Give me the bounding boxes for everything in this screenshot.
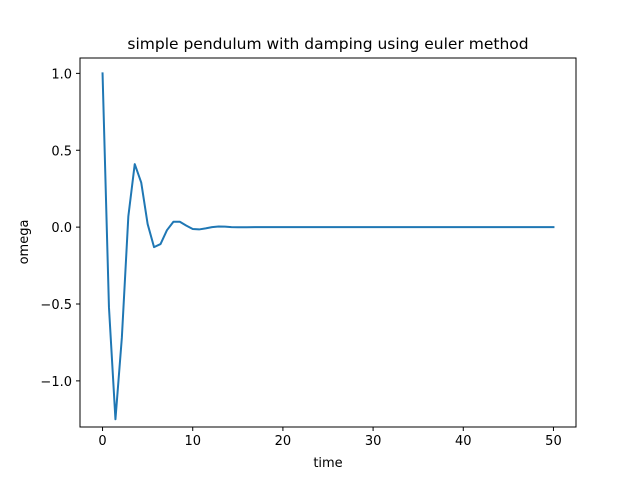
y-tick-label: −0.5 — [40, 298, 72, 313]
x-tick-label: 10 — [184, 434, 201, 449]
x-tick-label: 30 — [365, 434, 382, 449]
y-tick-label: −1.0 — [40, 375, 72, 390]
x-axis-ticks: 0 10 20 30 40 50 — [98, 427, 562, 449]
x-axis-label: time — [313, 456, 342, 471]
x-tick-label: 40 — [455, 434, 472, 449]
chart-title: simple pendulum with damping using euler… — [127, 35, 528, 53]
series-line — [101, 72, 555, 421]
y-tick-label: 0.0 — [51, 221, 72, 236]
y-tick-label: 0.5 — [51, 144, 72, 159]
y-axis-ticks: −1.0 −0.5 0.0 0.5 1.0 — [40, 67, 80, 390]
x-tick-label: 50 — [545, 434, 562, 449]
x-tick-label: 0 — [98, 434, 106, 449]
x-tick-label: 20 — [275, 434, 292, 449]
plot-area-frame — [79, 57, 577, 428]
y-axis-label: omega — [17, 220, 32, 265]
y-tick-label: 1.0 — [51, 67, 72, 82]
